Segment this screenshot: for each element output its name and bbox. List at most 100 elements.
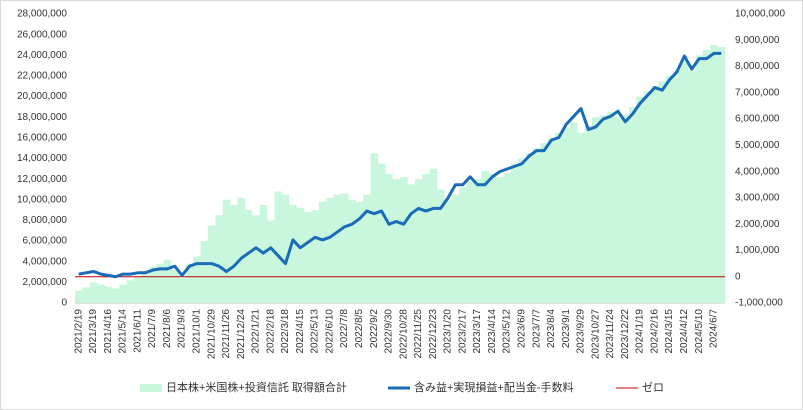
bar xyxy=(473,179,482,303)
y2-tick-label: 5,000,000 xyxy=(735,140,780,151)
bar xyxy=(267,220,275,303)
bar xyxy=(289,204,297,303)
bar xyxy=(230,204,238,303)
x-tick-label: 2021/3/19 xyxy=(88,309,99,354)
bar xyxy=(444,199,453,303)
x-tick-label: 2021/7/9 xyxy=(147,309,158,348)
y-tick-label: 10,000,000 xyxy=(17,194,67,205)
y2-tick-label: 2,000,000 xyxy=(735,219,780,230)
y-tick-label: 0 xyxy=(61,298,67,309)
x-tick-label: 2023/11/24 xyxy=(605,309,616,359)
y2-tick-label: -1,000,000 xyxy=(735,298,783,309)
bar xyxy=(274,191,283,303)
x-tick-label: 2021/10/1 xyxy=(192,309,203,354)
bar xyxy=(148,266,157,303)
x-tick-label: 2021/9/3 xyxy=(177,309,188,348)
bar xyxy=(451,194,460,303)
bar xyxy=(333,194,342,303)
y-tick-label: 28,000,000 xyxy=(17,9,67,20)
bar xyxy=(326,197,334,303)
bar xyxy=(488,173,497,303)
y2-tick-label: 6,000,000 xyxy=(735,114,780,125)
y2-tick-label: 1,000,000 xyxy=(735,245,780,256)
y-tick-label: 22,000,000 xyxy=(17,71,67,82)
bar xyxy=(436,189,445,303)
bar xyxy=(429,168,438,303)
y2-tick-label: 3,000,000 xyxy=(735,193,780,204)
bar xyxy=(363,194,371,303)
bar xyxy=(606,112,615,303)
bar xyxy=(503,172,512,303)
legend-label: 日本株+米国株+投資信託 取得額合計 xyxy=(166,380,347,394)
x-tick-label: 2021/2/19 xyxy=(73,309,84,354)
bar xyxy=(392,179,401,303)
y-tick-label: 24,000,000 xyxy=(17,50,67,61)
bar xyxy=(459,187,467,303)
bar xyxy=(555,132,563,303)
x-tick-label: 2024/2/16 xyxy=(649,309,660,354)
bar xyxy=(496,177,504,303)
bar xyxy=(119,284,128,303)
y-tick-label: 26,000,000 xyxy=(17,29,67,40)
y-tick-label: 14,000,000 xyxy=(17,153,67,164)
bar xyxy=(532,148,541,303)
x-tick-label: 2023/9/29 xyxy=(576,309,587,354)
bar xyxy=(717,47,726,304)
x-tick-label: 2022/9/30 xyxy=(384,309,395,354)
bar xyxy=(193,256,201,303)
bar xyxy=(466,181,475,303)
y-tick-label: 6,000,000 xyxy=(23,236,68,247)
x-tick-label: 2023/7/7 xyxy=(531,309,542,348)
x-tick-label: 2024/5/10 xyxy=(694,309,705,354)
bar xyxy=(547,137,556,303)
x-tick-label: 2022/8/5 xyxy=(354,309,365,348)
bar xyxy=(75,290,83,303)
bar xyxy=(200,241,209,303)
bar xyxy=(643,91,652,304)
y-tick-label: 8,000,000 xyxy=(23,215,68,226)
legend-swatch xyxy=(140,384,162,392)
bar xyxy=(481,170,489,303)
bar xyxy=(621,115,630,304)
bar xyxy=(614,117,622,303)
bar xyxy=(141,274,150,303)
bar xyxy=(702,50,711,303)
bar xyxy=(237,197,246,303)
x-tick-label: 2022/3/18 xyxy=(280,309,291,354)
x-tick-label: 2022/5/13 xyxy=(310,309,321,354)
x-tick-label: 2021/5/14 xyxy=(118,309,129,354)
x-tick-label: 2022/11/25 xyxy=(413,309,424,359)
x-tick-label: 2023/10/27 xyxy=(590,309,601,359)
bar xyxy=(569,122,578,303)
x-tick-label: 2023/6/9 xyxy=(517,309,528,348)
x-tick-label: 2022/2/18 xyxy=(265,309,276,354)
bar xyxy=(281,194,290,303)
bar xyxy=(518,158,526,303)
bar xyxy=(134,277,142,303)
bar xyxy=(215,215,224,303)
bar xyxy=(104,286,113,303)
x-tick-label: 2023/3/17 xyxy=(472,309,483,354)
bar xyxy=(422,173,430,303)
bar xyxy=(688,70,696,304)
bar xyxy=(636,96,645,303)
bar xyxy=(377,163,386,303)
y2-tick-label: 10,000,000 xyxy=(735,9,785,20)
bar xyxy=(296,208,305,303)
y2-tick-label: 4,000,000 xyxy=(735,166,780,177)
x-tick-label: 2021/12/24 xyxy=(236,309,247,359)
x-tick-label: 2021/8/6 xyxy=(162,309,173,348)
bar xyxy=(665,75,674,303)
bar xyxy=(126,280,135,303)
y-tick-label: 4,000,000 xyxy=(23,256,68,267)
bar xyxy=(510,163,519,303)
bar xyxy=(400,177,408,303)
x-tick-label: 2022/1/21 xyxy=(251,309,262,354)
y-tick-label: 2,000,000 xyxy=(23,277,68,288)
y2-tick-label: 8,000,000 xyxy=(735,61,780,72)
bar xyxy=(525,153,534,303)
x-tick-label: 2022/12/23 xyxy=(428,309,439,359)
bar xyxy=(355,201,364,303)
x-tick-label: 2022/6/10 xyxy=(324,309,335,354)
x-tick-label: 2024/4/12 xyxy=(679,309,690,354)
